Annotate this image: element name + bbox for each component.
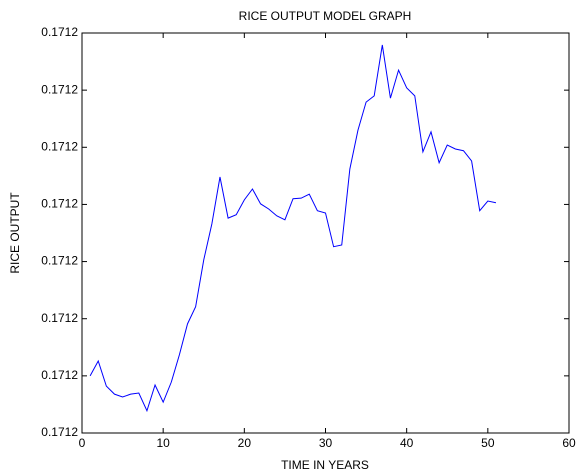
- axes-box: [81, 32, 570, 434]
- y-tick-label: 0.1712: [41, 197, 78, 211]
- x-tick-label: 20: [238, 436, 252, 450]
- x-tick-label: 60: [562, 436, 576, 450]
- chart-title: RICE OUTPUT MODEL GRAPH: [239, 9, 412, 23]
- x-axis-label: TIME IN YEARS: [281, 458, 369, 472]
- y-tick-label: 0.1712: [41, 139, 78, 153]
- y-tick-label: 0.1712: [41, 82, 78, 96]
- x-tick-label: 10: [156, 436, 170, 450]
- x-tick-label: 0: [79, 436, 86, 450]
- y-axis-label: RICE OUTPUT: [8, 192, 22, 274]
- data-line: [89, 44, 497, 413]
- y-tick-label: 0.1712: [41, 25, 78, 39]
- y-tick-label: 0.1712: [41, 425, 78, 439]
- y-tick-label: 0.1712: [41, 368, 78, 382]
- y-tick-label: 0.1712: [41, 311, 78, 325]
- x-tick-label: 50: [481, 436, 495, 450]
- x-tick-label: 30: [319, 436, 333, 450]
- x-tick-label: 40: [400, 436, 414, 450]
- y-tick-label: 0.1712: [41, 254, 78, 268]
